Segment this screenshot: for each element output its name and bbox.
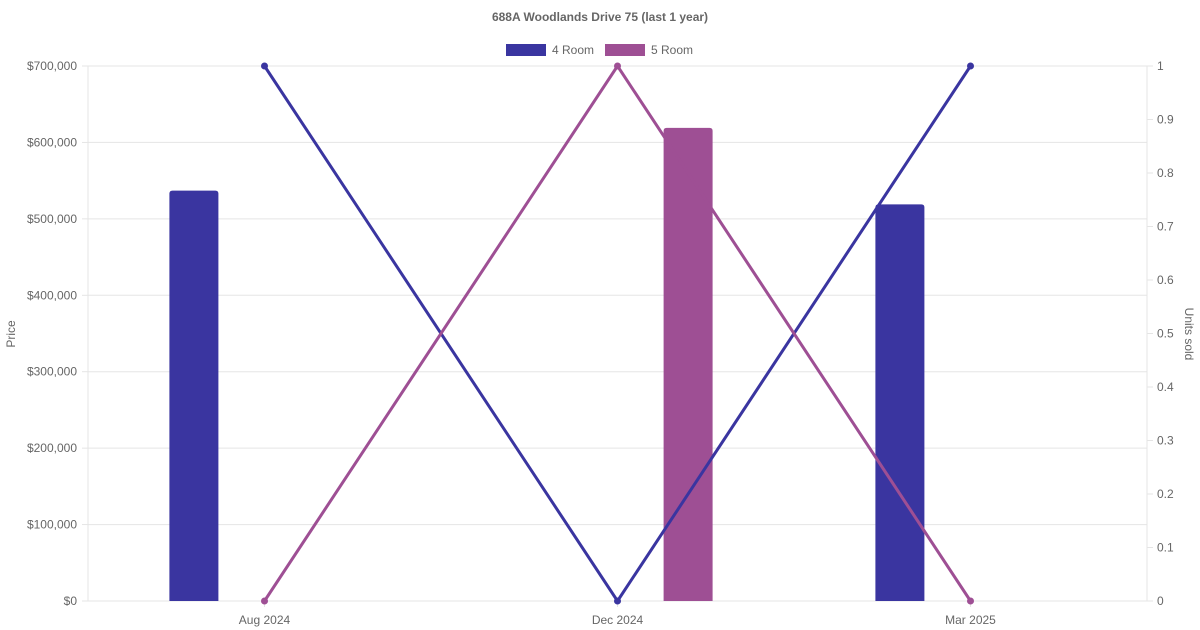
left-tick-label: $400,000	[27, 288, 77, 302]
x-tick-label: Aug 2024	[239, 613, 291, 627]
left-tick-label: $700,000	[27, 59, 77, 73]
legend-item-4-room[interactable]: 4 Room	[506, 43, 594, 57]
point-4-room	[261, 62, 268, 70]
point-4-room	[614, 597, 621, 605]
right-tick-label: 1	[1157, 59, 1164, 73]
right-tick-label: 0.2	[1157, 487, 1174, 501]
legend-item-5-room[interactable]: 5 Room	[605, 43, 693, 57]
bar-4-room	[875, 204, 925, 602]
right-tick-label: 0.6	[1157, 273, 1174, 287]
bars	[169, 127, 925, 602]
legend: 4 Room 5 Room	[506, 43, 693, 57]
left-tick-label: $0	[64, 594, 78, 608]
line-4-room	[263, 65, 972, 603]
right-tick-label: 0.3	[1157, 434, 1174, 448]
right-tick-label: 0.7	[1157, 220, 1174, 234]
gridlines	[87, 65, 1148, 602]
right-tick-label: 0.5	[1157, 327, 1174, 341]
chart-title: 688A Woodlands Drive 75 (last 1 year)	[492, 10, 708, 24]
right-tick-label: 0.4	[1157, 380, 1174, 394]
lines	[261, 62, 974, 605]
legend-label-5-room: 5 Room	[651, 43, 693, 57]
x-axis: Aug 2024 Dec 2024 Mar 2025	[239, 601, 996, 627]
point-4-room	[967, 62, 974, 70]
x-tick-label: Dec 2024	[592, 613, 644, 627]
right-tick-label: 0.9	[1157, 113, 1174, 127]
point-5-room	[967, 597, 974, 605]
point-5-room	[261, 597, 268, 605]
right-y-axis: 0 0.1 0.2 0.3 0.4 0.5 0.6 0.7 0.8 0.9 1	[1147, 59, 1174, 608]
left-y-axis: $0 $100,000 $200,000 $300,000 $400,000 $500,0…	[27, 59, 88, 608]
line-5-room	[263, 64, 972, 602]
legend-swatch-5-room	[605, 44, 645, 56]
right-tick-label: 0.1	[1157, 541, 1174, 555]
left-tick-label: $200,000	[27, 441, 77, 455]
bar-5-room	[663, 127, 713, 602]
left-tick-label: $500,000	[27, 212, 77, 226]
left-axis-title: Price	[4, 320, 18, 348]
point-5-room	[614, 62, 621, 70]
right-axis-title: Units sold	[1182, 308, 1196, 361]
bar-4-room	[169, 190, 219, 602]
left-tick-label: $300,000	[27, 365, 77, 379]
left-tick-label: $100,000	[27, 518, 77, 532]
legend-swatch-4-room	[506, 44, 546, 56]
x-tick-label: Mar 2025	[945, 613, 996, 627]
right-tick-label: 0.8	[1157, 166, 1174, 180]
left-tick-label: $600,000	[27, 135, 77, 149]
right-tick-label: 0	[1157, 594, 1164, 608]
legend-label-4-room: 4 Room	[552, 43, 594, 57]
